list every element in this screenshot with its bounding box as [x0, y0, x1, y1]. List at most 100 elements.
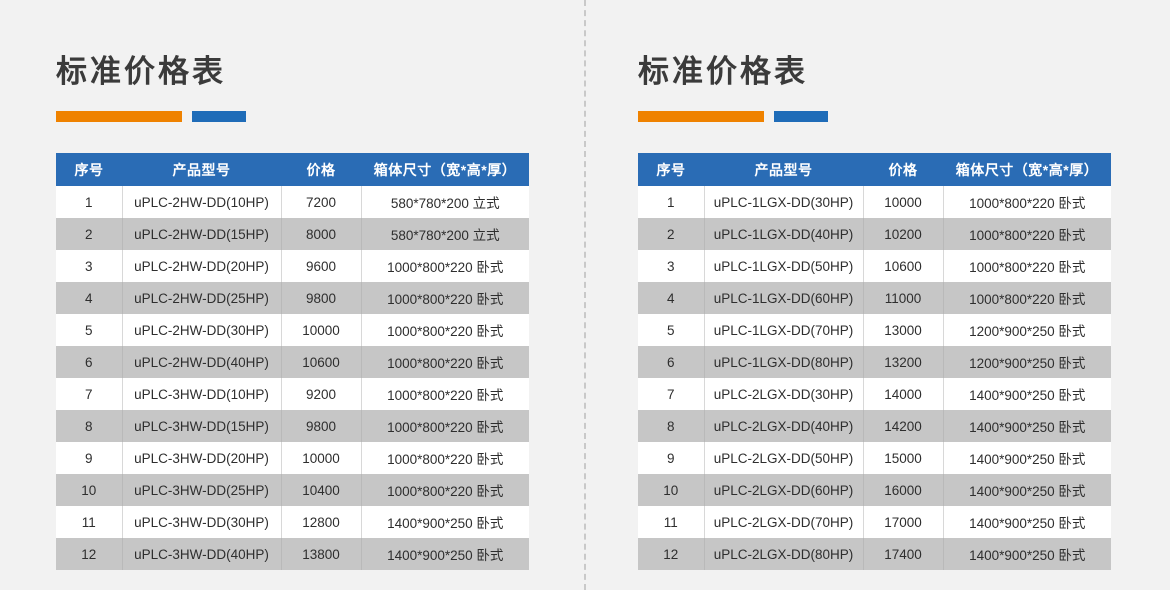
cell-price: 12800 [281, 506, 362, 539]
cell-price: 15000 [863, 442, 944, 475]
cell-model: uPLC-2LGX-DD(70HP) [704, 506, 864, 539]
cell-no: 12 [56, 538, 123, 571]
cell-size: 1000*800*220 卧式 [943, 282, 1111, 315]
table-row: 7 uPLC-2LGX-DD(30HP) 14000 1400*900*250 卧式 [638, 378, 1111, 411]
cell-model: uPLC-3HW-DD(25HP) [122, 474, 282, 507]
cell-no: 4 [638, 282, 705, 315]
cell-model: uPLC-2LGX-DD(50HP) [704, 442, 864, 475]
cell-no: 1 [56, 186, 123, 219]
cell-model: uPLC-2LGX-DD(80HP) [704, 538, 864, 571]
table-header-row: 序号 产品型号 价格 箱体尺寸（宽*高*厚） [638, 153, 1111, 187]
cell-model: uPLC-2LGX-DD(30HP) [704, 378, 864, 411]
cell-price: 9800 [281, 282, 362, 315]
table-row: 10 uPLC-3HW-DD(25HP) 10400 1000*800*220 卧式 [56, 474, 529, 507]
cell-size: 1000*800*220 卧式 [361, 346, 529, 379]
cell-price: 10000 [281, 314, 362, 347]
cell-no: 5 [638, 314, 705, 347]
price-table-left: 序号 产品型号 价格 箱体尺寸（宽*高*厚） 1 uPLC-2HW-DD(10HP… [56, 153, 529, 571]
cell-size: 1000*800*220 卧式 [361, 410, 529, 443]
cell-size: 1400*900*250 卧式 [943, 538, 1111, 571]
cell-model: uPLC-1LGX-DD(80HP) [704, 346, 864, 379]
table-row: 7 uPLC-3HW-DD(10HP) 9200 1000*800*220 卧式 [56, 378, 529, 411]
cell-size: 1400*900*250 卧式 [943, 506, 1111, 539]
cell-size: 1000*800*220 卧式 [361, 250, 529, 283]
column-header-model: 产品型号 [704, 153, 863, 187]
table-row: 5 uPLC-2HW-DD(30HP) 10000 1000*800*220 卧式 [56, 314, 529, 347]
column-header-no: 序号 [638, 153, 704, 187]
cell-model: uPLC-3HW-DD(15HP) [122, 410, 282, 443]
cell-no: 11 [56, 506, 123, 539]
panel-divider [584, 0, 586, 590]
underline-bar-blue [774, 111, 828, 123]
cell-no: 7 [56, 378, 123, 411]
cell-no: 10 [56, 474, 123, 507]
cell-model: uPLC-3HW-DD(40HP) [122, 538, 282, 571]
cell-no: 3 [56, 250, 123, 283]
table-row: 6 uPLC-2HW-DD(40HP) 10600 1000*800*220 卧式 [56, 346, 529, 379]
cell-price: 13000 [863, 314, 944, 347]
table-row: 1 uPLC-1LGX-DD(30HP) 10000 1000*800*220 卧式 [638, 186, 1111, 219]
cell-no: 12 [638, 538, 705, 571]
table-row: 4 uPLC-1LGX-DD(60HP) 11000 1000*800*220 卧式 [638, 282, 1111, 315]
table-row: 5 uPLC-1LGX-DD(70HP) 13000 1200*900*250 卧式 [638, 314, 1111, 347]
table-header-row: 序号 产品型号 价格 箱体尺寸（宽*高*厚） [56, 153, 529, 187]
cell-size: 1000*800*220 卧式 [943, 218, 1111, 251]
cell-price: 13200 [863, 346, 944, 379]
cell-size: 1400*900*250 卧式 [943, 410, 1111, 443]
cell-price: 9600 [281, 250, 362, 283]
cell-no: 1 [638, 186, 705, 219]
cell-price: 10200 [863, 218, 944, 251]
cell-model: uPLC-2LGX-DD(40HP) [704, 410, 864, 443]
table-row: 12 uPLC-2LGX-DD(80HP) 17400 1400*900*250 卧式 [638, 538, 1111, 571]
cell-price: 17000 [863, 506, 944, 539]
cell-model: uPLC-2HW-DD(10HP) [122, 186, 282, 219]
underline-bar-orange [56, 111, 182, 123]
column-header-price: 价格 [863, 153, 943, 187]
column-header-size: 箱体尺寸（宽*高*厚） [943, 153, 1111, 187]
cell-model: uPLC-2HW-DD(20HP) [122, 250, 282, 283]
table-row: 10 uPLC-2LGX-DD(60HP) 16000 1400*900*250 卧式 [638, 474, 1111, 507]
cell-no: 11 [638, 506, 705, 539]
cell-size: 1400*900*250 卧式 [361, 538, 529, 571]
cell-model: uPLC-2HW-DD(15HP) [122, 218, 282, 251]
underline-bar-orange [638, 111, 764, 123]
cell-size: 1000*800*220 卧式 [361, 314, 529, 347]
column-header-size: 箱体尺寸（宽*高*厚） [361, 153, 529, 187]
table-row: 3 uPLC-2HW-DD(20HP) 9600 1000*800*220 卧式 [56, 250, 529, 283]
cell-no: 5 [56, 314, 123, 347]
cell-no: 10 [638, 474, 705, 507]
price-panel-left: 标准价格表 序号 产品型号 价格 箱体尺寸（宽*高*厚） 1 uPLC- [56, 54, 585, 571]
cell-model: uPLC-1LGX-DD(30HP) [704, 186, 864, 219]
cell-no: 3 [638, 250, 705, 283]
cell-no: 7 [638, 378, 705, 411]
underline-bar-blue [192, 111, 246, 123]
cell-size: 580*780*200 立式 [361, 218, 529, 251]
title-underline-right [638, 111, 1170, 123]
cell-size: 1000*800*220 卧式 [361, 442, 529, 475]
cell-model: uPLC-1LGX-DD(50HP) [704, 250, 864, 283]
cell-size: 1000*800*220 卧式 [943, 186, 1111, 219]
table-row: 4 uPLC-2HW-DD(25HP) 9800 1000*800*220 卧式 [56, 282, 529, 315]
table-body-left: 1 uPLC-2HW-DD(10HP) 7200 580*780*200 立式 2 uPL… [56, 186, 529, 571]
cell-price: 10000 [281, 442, 362, 475]
cell-price: 11000 [863, 282, 944, 315]
table-body-right: 1 uPLC-1LGX-DD(30HP) 10000 1000*800*220 卧式 2… [638, 186, 1111, 571]
cell-model: uPLC-3HW-DD(30HP) [122, 506, 282, 539]
cell-no: 2 [56, 218, 123, 251]
table-row: 11 uPLC-2LGX-DD(70HP) 17000 1400*900*250 卧式 [638, 506, 1111, 539]
page-title-right: 标准价格表 [638, 54, 808, 89]
cell-size: 1000*800*220 卧式 [361, 378, 529, 411]
title-underline-left [56, 111, 585, 123]
cell-price: 10600 [281, 346, 362, 379]
table-row: 6 uPLC-1LGX-DD(80HP) 13200 1200*900*250 卧式 [638, 346, 1111, 379]
table-row: 11 uPLC-3HW-DD(30HP) 12800 1400*900*250 卧式 [56, 506, 529, 539]
cell-size: 1400*900*250 卧式 [943, 442, 1111, 475]
cell-price: 10400 [281, 474, 362, 507]
cell-price: 10600 [863, 250, 944, 283]
table-row: 8 uPLC-3HW-DD(15HP) 9800 1000*800*220 卧式 [56, 410, 529, 443]
table-row: 1 uPLC-2HW-DD(10HP) 7200 580*780*200 立式 [56, 186, 529, 219]
cell-no: 4 [56, 282, 123, 315]
column-header-model: 产品型号 [122, 153, 281, 187]
cell-size: 580*780*200 立式 [361, 186, 529, 219]
